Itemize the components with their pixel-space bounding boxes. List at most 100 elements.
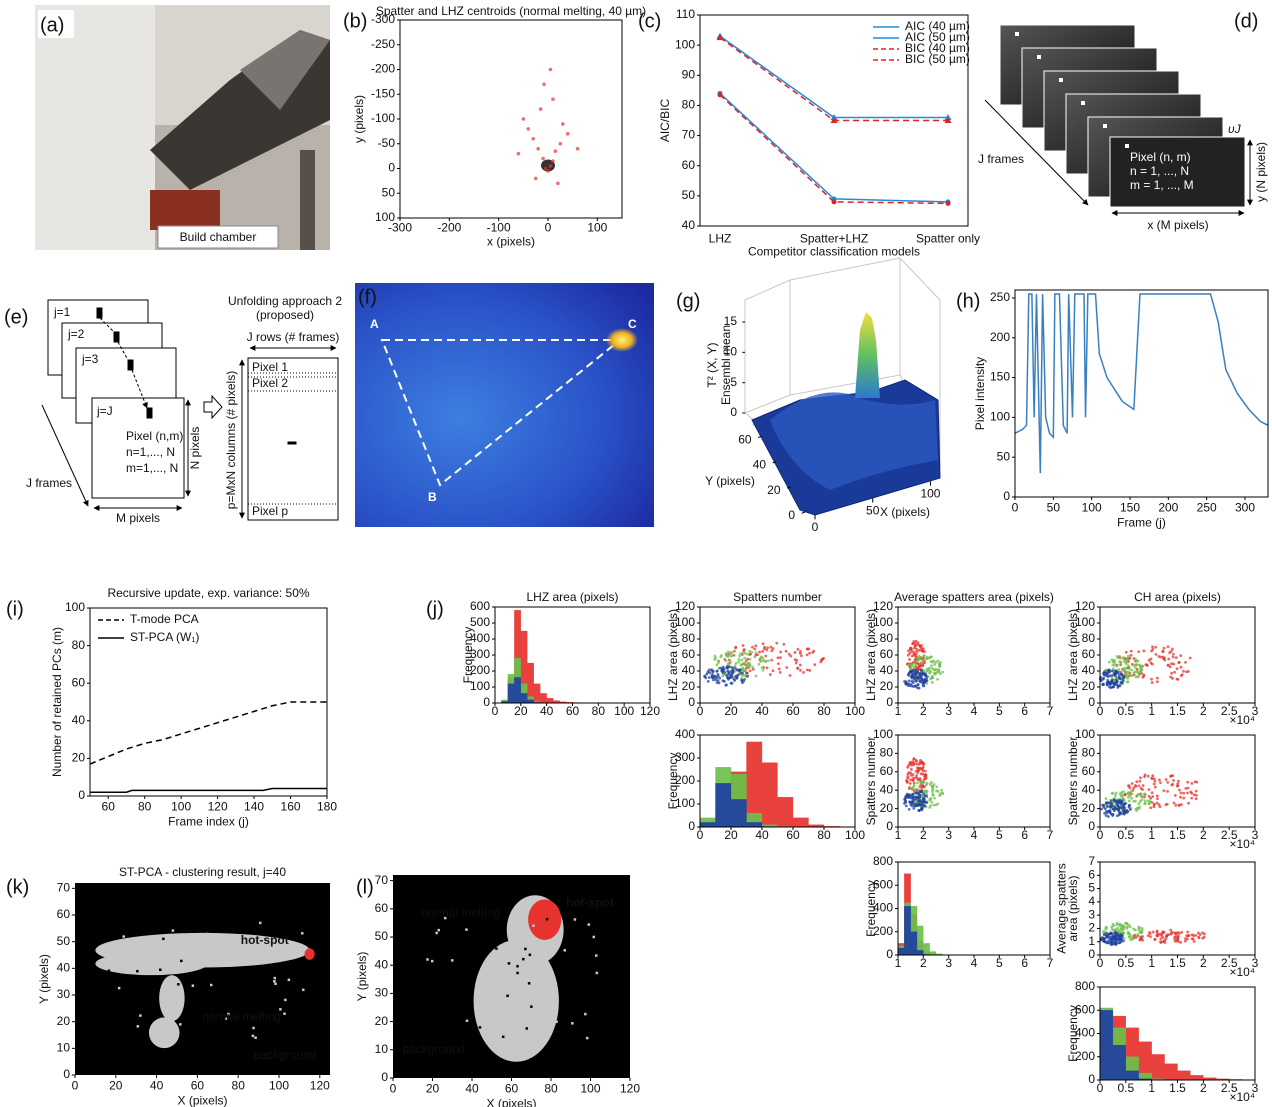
marker — [946, 201, 951, 206]
cloud-dot — [929, 783, 932, 786]
y-tick-label: 250 — [990, 290, 1010, 304]
bar — [793, 818, 809, 827]
region-speck — [246, 949, 249, 952]
cloud-dot — [917, 655, 920, 658]
cloud-dot — [1178, 804, 1181, 807]
y-tick-label: 40 — [753, 458, 767, 472]
cloud-dot — [742, 680, 745, 683]
cloud-dot — [726, 674, 729, 677]
cloud-dot — [715, 676, 718, 679]
series-line — [1015, 294, 1268, 473]
cloud-dot — [1121, 674, 1124, 677]
cloud-dot — [1180, 666, 1183, 669]
cloud-dot — [903, 680, 906, 683]
x-tick-label: 80 — [817, 828, 831, 842]
cloud-dot — [1133, 671, 1136, 674]
cloud-dot — [923, 672, 926, 675]
y-tick-label: 20 — [1082, 679, 1096, 693]
point — [534, 177, 538, 181]
region-speck — [564, 949, 567, 952]
region-speck — [288, 979, 291, 982]
region-speck — [550, 986, 553, 989]
y-tick-label: 3 — [1088, 907, 1095, 921]
region-speck — [139, 1014, 142, 1017]
point — [522, 117, 526, 121]
cloud-dot — [744, 652, 747, 655]
cloud-dot — [778, 668, 781, 671]
cloud-dot — [775, 642, 778, 645]
region — [95, 952, 207, 975]
y-tick-label: 10 — [57, 1041, 71, 1055]
region-speck — [207, 946, 210, 949]
cloud-dot — [920, 768, 923, 771]
region-speck — [526, 1027, 529, 1030]
region-speck — [479, 1026, 482, 1029]
region-speck — [286, 1035, 289, 1038]
cloud-dot — [703, 675, 706, 678]
series-line — [720, 95, 948, 204]
y-tick-label: 80 — [880, 746, 894, 760]
cloud-dot — [1156, 931, 1159, 934]
point — [531, 137, 535, 141]
cloud-dot — [1127, 932, 1130, 935]
cloud-dot — [1166, 803, 1169, 806]
x-tick-label: 0 — [72, 1079, 79, 1093]
cloud-dot — [1190, 797, 1193, 800]
cloud-dot — [1186, 792, 1189, 795]
region-speck — [160, 998, 163, 1001]
bar — [930, 952, 936, 955]
x-tick-label: 1 — [895, 956, 902, 970]
cloud-dot — [730, 682, 733, 685]
x-tick-label: Spatter+LHZ — [800, 231, 868, 245]
cloud-dot — [719, 667, 722, 670]
cloud-dot — [1100, 808, 1103, 811]
cloud-dot — [1113, 799, 1116, 802]
y-tick-label: 800 — [1075, 979, 1095, 993]
cloud-dot — [1177, 937, 1180, 940]
chart-title: CH area (pixels) — [1134, 590, 1221, 604]
cloud-dot — [1127, 659, 1130, 662]
x-axis-label: X (pixels) — [486, 1097, 536, 1107]
cloud-dot — [772, 647, 775, 650]
cloud-dot — [1155, 653, 1158, 656]
region-speck — [259, 922, 262, 925]
region-speck — [108, 970, 111, 973]
cloud-dot — [1119, 657, 1122, 660]
cloud-dot — [746, 665, 749, 668]
cloud-dot — [1127, 664, 1130, 667]
cloud-dot — [931, 786, 934, 789]
cloud-dot — [911, 642, 914, 645]
cloud-dot — [1129, 925, 1132, 928]
cloud-dot — [908, 796, 911, 799]
region-speck — [143, 930, 146, 933]
cloud-dot — [924, 770, 927, 773]
region-speck — [431, 960, 434, 963]
cloud-dot — [1201, 937, 1204, 940]
y-tick-label: 100 — [375, 210, 395, 224]
x-tick-label: 60 — [191, 1079, 205, 1093]
cloud-dot — [748, 650, 751, 653]
cloud-dot — [1151, 648, 1154, 651]
cloud-dot — [730, 651, 733, 654]
cloud-dot — [1180, 931, 1183, 934]
region-speck — [485, 930, 488, 933]
cloud-dot — [1128, 800, 1131, 803]
cloud-dot — [766, 667, 769, 670]
x-scale-label: ×10⁴ — [1229, 965, 1255, 979]
cloud-dot — [1118, 924, 1121, 927]
region-speck — [586, 1037, 589, 1040]
cloud-dot — [1153, 783, 1156, 786]
cloud-dot — [1134, 658, 1137, 661]
series-line — [720, 93, 948, 202]
cloud-dot — [1167, 645, 1170, 648]
cloud-dot — [1153, 938, 1156, 941]
cloud-dot — [731, 669, 734, 672]
region-speck — [179, 1023, 182, 1026]
cloud-dot — [753, 648, 756, 651]
region-speck — [483, 939, 486, 942]
x-tick-label: 200 — [1158, 501, 1178, 515]
y-tick-label: 60 — [880, 647, 894, 661]
region-speck — [263, 959, 266, 962]
point — [551, 159, 555, 163]
cloud-dot — [746, 663, 749, 666]
